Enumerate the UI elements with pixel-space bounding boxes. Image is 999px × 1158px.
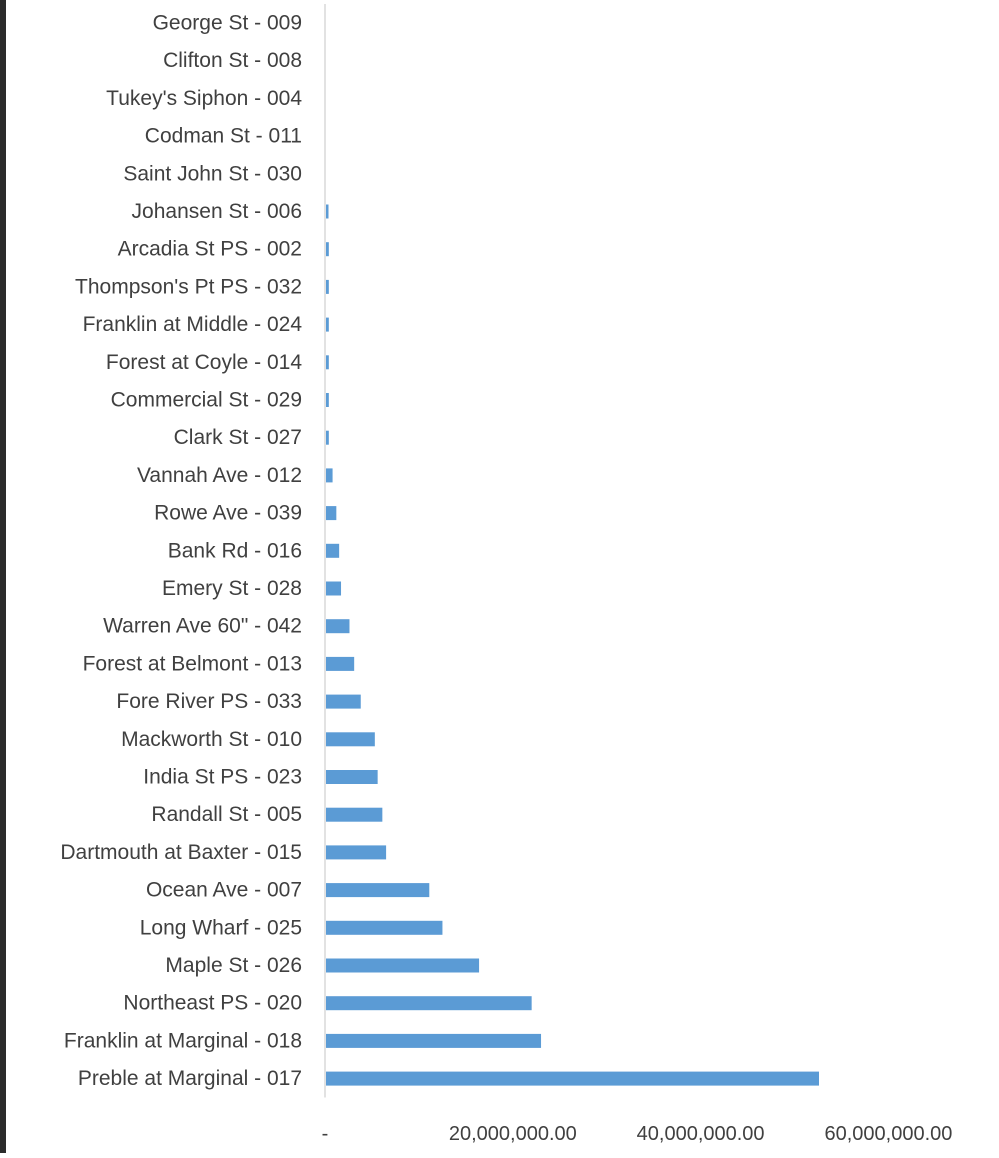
- category-label: Thompson's Pt PS - 032: [75, 275, 302, 298]
- category-label: Saint John St - 030: [123, 162, 302, 185]
- bars-layer: [326, 204, 819, 1086]
- bar: [326, 242, 329, 257]
- value-tick-labels: - 20,000,000.00 40,000,000.00 60,000,000.00: [322, 1123, 953, 1145]
- bar: [326, 1033, 542, 1048]
- window-frame-edge: [0, 0, 6, 1153]
- category-label: Clifton St - 008: [163, 49, 302, 72]
- bar: [326, 807, 383, 822]
- category-label: Franklin at Middle - 024: [83, 313, 303, 336]
- category-label: Arcadia St PS - 002: [118, 238, 302, 261]
- bar: [326, 656, 355, 671]
- category-label: Mackworth St - 010: [121, 728, 302, 751]
- bar: [326, 883, 430, 898]
- bar: [326, 468, 333, 483]
- bar: [326, 920, 443, 935]
- category-labels: George St - 009 Clifton St - 008 Tukey's S…: [60, 12, 302, 1091]
- category-label: Forest at Belmont - 013: [83, 652, 302, 675]
- bar: [326, 996, 532, 1011]
- category-label: Warren Ave 60" - 042: [103, 615, 302, 638]
- bar: [326, 355, 329, 370]
- bar: [326, 770, 378, 784]
- bar: [326, 732, 375, 747]
- bar: [326, 543, 340, 558]
- category-label: Johansen St - 006: [132, 200, 302, 223]
- category-label: Vannah Ave - 012: [137, 464, 302, 487]
- bar: [326, 581, 342, 596]
- category-label: India St PS - 023: [143, 766, 302, 789]
- category-label: Clark St - 027: [174, 426, 302, 449]
- bar: [326, 958, 480, 973]
- category-label: Franklin at Marginal - 018: [64, 1029, 302, 1052]
- value-tick-label: -: [322, 1123, 329, 1145]
- bar: [326, 1071, 819, 1086]
- bar: [326, 506, 337, 521]
- category-label: Preble at Marginal - 017: [78, 1067, 302, 1090]
- category-label: Rowe Ave - 039: [154, 502, 302, 525]
- category-label: Long Wharf - 025: [140, 916, 302, 939]
- category-label: Bank Rd - 016: [168, 539, 302, 562]
- category-label: Northeast PS - 020: [123, 992, 302, 1015]
- value-tick-label: 40,000,000.00: [637, 1123, 765, 1145]
- value-tick-label: 20,000,000.00: [449, 1123, 577, 1145]
- bar: [326, 845, 387, 860]
- bar: [326, 279, 329, 294]
- bar: [326, 204, 329, 219]
- category-label: Emery St - 028: [162, 577, 302, 600]
- category-label: Commercial St - 029: [111, 389, 302, 412]
- category-label: Randall St - 005: [151, 803, 302, 826]
- category-label: Fore River PS - 033: [116, 690, 302, 713]
- category-label: Dartmouth at Baxter - 015: [60, 841, 302, 864]
- category-label: Ocean Ave - 007: [146, 879, 302, 902]
- bar: [326, 694, 361, 709]
- value-tick-label: 60,000,000.00: [824, 1123, 952, 1145]
- category-label: George St - 009: [153, 12, 302, 35]
- category-label: Forest at Coyle - 014: [106, 351, 302, 374]
- bar: [326, 430, 329, 445]
- category-label: Codman St - 011: [145, 125, 302, 148]
- bar: [326, 393, 329, 407]
- bar: [326, 619, 350, 634]
- category-label: Tukey's Siphon - 004: [106, 87, 302, 110]
- category-label: Maple St - 026: [165, 954, 302, 977]
- bar: [326, 317, 329, 332]
